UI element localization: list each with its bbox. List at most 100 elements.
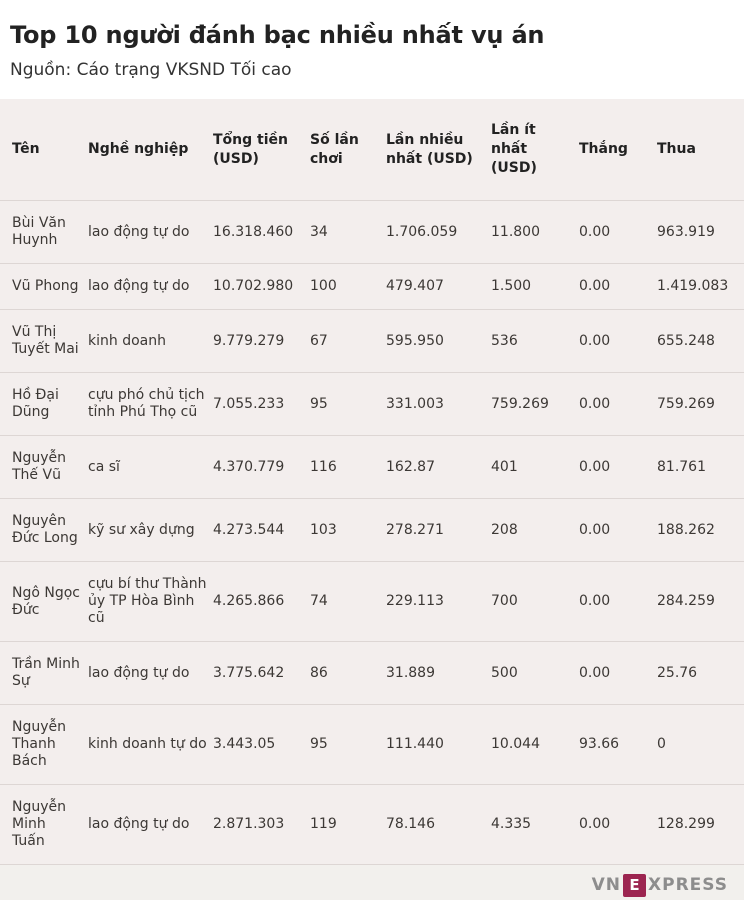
cell-loss: 963.919 — [657, 223, 715, 240]
cell-occupation: kinh doanh — [88, 332, 166, 349]
table-row: Vũ Thị Tuyết Mai kinh doanh 9.779.279 67 595… — [0, 309, 744, 373]
cell-name: Nguyên Đức Long — [12, 513, 78, 547]
cell-loss: 284.259 — [657, 593, 715, 610]
cell-min-usd: 11.800 — [491, 223, 540, 240]
cell-total-usd: 4.265.866 — [213, 593, 285, 610]
cell-times-played: 100 — [310, 278, 337, 295]
cell-occupation: kinh doanh tự do — [88, 736, 207, 753]
header: Top 10 người đánh bạc nhiều nhất vụ án N… — [0, 0, 744, 100]
cell-win: 0.00 — [579, 816, 611, 833]
cell-min-usd: 4.335 — [491, 816, 532, 833]
cell-occupation: kỹ sư xây dựng — [88, 521, 195, 538]
cell-total-usd: 4.273.544 — [213, 521, 285, 538]
cell-name: Nguyễn Minh Tuấn — [12, 799, 67, 850]
cell-min-usd: 10.044 — [491, 736, 540, 753]
cell-win: 93.66 — [579, 736, 620, 753]
cell-times-played: 34 — [310, 223, 328, 240]
cell-name: Trần Minh Sự — [12, 656, 80, 690]
cell-loss: 655.248 — [657, 332, 715, 349]
page-title: Top 10 người đánh bạc nhiều nhất vụ án — [10, 21, 545, 49]
cell-occupation: cựu phó chủ tịch tỉnh Phú Thọ cũ — [88, 387, 205, 421]
cell-total-usd: 9.779.279 — [213, 332, 285, 349]
cell-total-usd: 2.871.303 — [213, 816, 285, 833]
cell-occupation: lao động tự do — [88, 664, 190, 681]
cell-min-usd: 208 — [491, 521, 518, 538]
logo-e-icon: E — [623, 873, 646, 897]
cell-times-played: 116 — [310, 458, 337, 475]
cell-win: 0.00 — [579, 332, 611, 349]
column-header-total-usd: Tổng tiền (USD) — [213, 131, 288, 167]
cell-loss: 759.269 — [657, 395, 715, 412]
cell-times-played: 103 — [310, 521, 337, 538]
column-header-win: Thắng — [579, 141, 628, 158]
table-row: Nguyên Đức Long kỹ sư xây dựng 4.273.544 10… — [0, 498, 744, 562]
table-row: Hồ Đại Dũng cựu phó chủ tịch tỉnh Phú Thọ… — [0, 372, 744, 436]
cell-win: 0.00 — [579, 395, 611, 412]
cell-name: Vũ Phong — [12, 278, 79, 295]
cell-total-usd: 7.055.233 — [213, 395, 285, 412]
logo-text-xpress: XPRESS — [648, 875, 728, 896]
cell-name: Hồ Đại Dũng — [12, 387, 59, 421]
table-row: Nguyễn Thế Vũ ca sĩ 4.370.779 116 162.87 401 0… — [0, 435, 744, 499]
cell-occupation: ca sĩ — [88, 458, 120, 475]
cell-total-usd: 3.775.642 — [213, 664, 285, 681]
cell-loss: 1.419.083 — [657, 278, 729, 295]
cell-min-usd: 700 — [491, 593, 518, 610]
cell-max-usd: 331.003 — [386, 395, 444, 412]
column-header-loss: Thua — [657, 141, 696, 158]
column-header-times-played: Số lần chơi — [310, 131, 359, 167]
cell-max-usd: 595.950 — [386, 332, 444, 349]
cell-max-usd: 162.87 — [386, 458, 435, 475]
source-note: Nguồn: Cáo trạng VKSND Tối cao — [10, 60, 292, 80]
cell-max-usd: 31.889 — [386, 664, 435, 681]
table-header-row: Tên Nghề nghiệp Tổng tiền (USD) Số lần chơi… — [0, 99, 744, 201]
column-header-max-usd: Lần nhiều nhất (USD) — [386, 131, 473, 167]
cell-win: 0.00 — [579, 521, 611, 538]
cell-name: Nguyễn Thanh Bách — [12, 719, 67, 770]
cell-occupation: lao động tự do — [88, 223, 190, 240]
cell-name: Ngô Ngọc Đức — [12, 584, 80, 618]
cell-total-usd: 10.702.980 — [213, 278, 294, 295]
cell-occupation: lao động tự do — [88, 816, 190, 833]
cell-total-usd: 3.443.05 — [213, 736, 276, 753]
column-header-occupation: Nghề nghiệp — [88, 141, 189, 158]
cell-loss: 25.76 — [657, 664, 698, 681]
table-row: Bùi Văn Huynh lao động tự do 16.318.460 34 1… — [0, 200, 744, 264]
table-row: Ngô Ngọc Đức cựu bí thư Thành ủy TP Hòa B… — [0, 561, 744, 642]
column-header-name: Tên — [12, 141, 40, 158]
cell-min-usd: 536 — [491, 332, 518, 349]
cell-name: Bùi Văn Huynh — [12, 215, 66, 249]
cell-min-usd: 401 — [491, 458, 518, 475]
cell-name: Vũ Thị Tuyết Mai — [12, 324, 79, 358]
cell-min-usd: 1.500 — [491, 278, 532, 295]
cell-loss: 128.299 — [657, 816, 715, 833]
cell-loss: 188.262 — [657, 521, 715, 538]
cell-max-usd: 111.440 — [386, 736, 444, 753]
cell-occupation: cựu bí thư Thành ủy TP Hòa Bình cũ — [88, 576, 207, 627]
cell-max-usd: 1.706.059 — [386, 223, 458, 240]
cell-total-usd: 4.370.779 — [213, 458, 285, 475]
cell-times-played: 95 — [310, 395, 328, 412]
gamblers-table: Tên Nghề nghiệp Tổng tiền (USD) Số lần chơi… — [0, 99, 744, 866]
cell-win: 0.00 — [579, 278, 611, 295]
cell-max-usd: 278.271 — [386, 521, 444, 538]
cell-win: 0.00 — [579, 223, 611, 240]
table-header: Tên Nghề nghiệp Tổng tiền (USD) Số lần chơi… — [0, 99, 744, 201]
cell-times-played: 86 — [310, 664, 328, 681]
cell-win: 0.00 — [579, 593, 611, 610]
cell-max-usd: 479.407 — [386, 278, 444, 295]
cell-min-usd: 759.269 — [491, 395, 549, 412]
cell-max-usd: 78.146 — [386, 816, 435, 833]
table-row: Trần Minh Sự lao động tự do 3.775.642 86 31.… — [0, 641, 744, 705]
cell-loss: 81.761 — [657, 458, 706, 475]
table-body: Bùi Văn Huynh lao động tự do 16.318.460 34 1… — [0, 200, 744, 865]
logo-text-vn: VN — [591, 875, 621, 896]
cell-times-played: 119 — [310, 816, 337, 833]
vnexpress-logo: VN E XPRESS — [591, 873, 728, 897]
table-row: Nguyễn Minh Tuấn lao động tự do 2.871.303 1… — [0, 784, 744, 865]
table-row: Vũ Phong lao động tự do 10.702.980 100 479.4… — [0, 263, 744, 310]
column-header-min-usd: Lần ít nhất (USD) — [491, 122, 537, 177]
cell-times-played: 67 — [310, 332, 328, 349]
cell-occupation: lao động tự do — [88, 278, 190, 295]
